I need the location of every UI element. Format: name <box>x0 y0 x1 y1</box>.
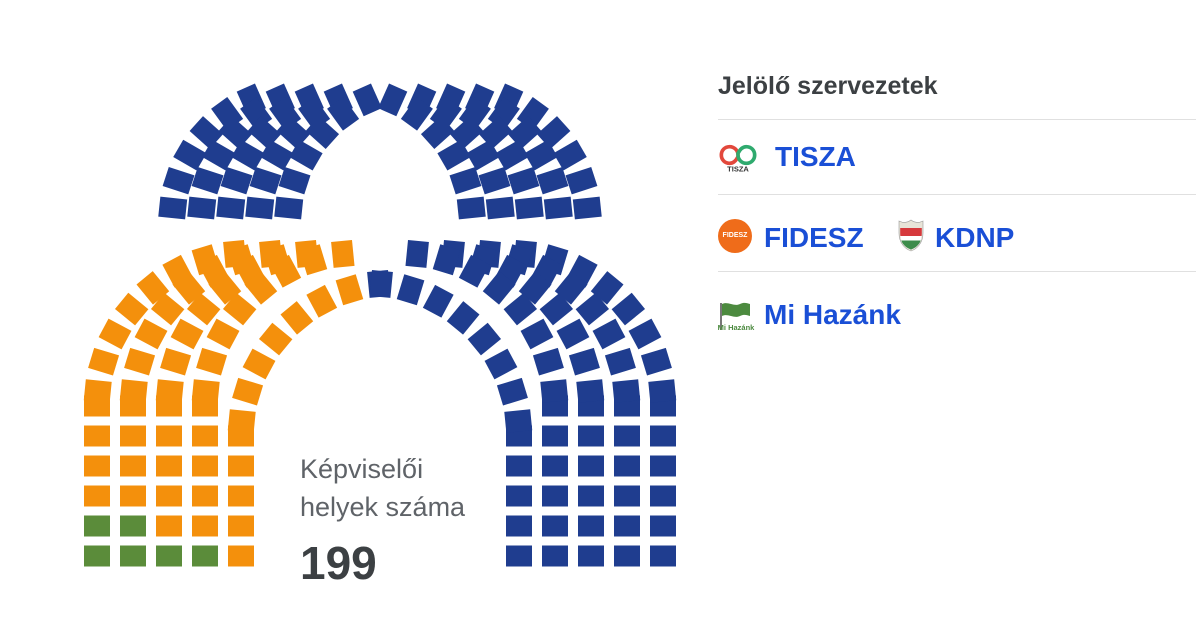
svg-text:Mi Hazánk: Mi Hazánk <box>718 323 756 332</box>
svg-text:TISZA: TISZA <box>727 165 749 174</box>
